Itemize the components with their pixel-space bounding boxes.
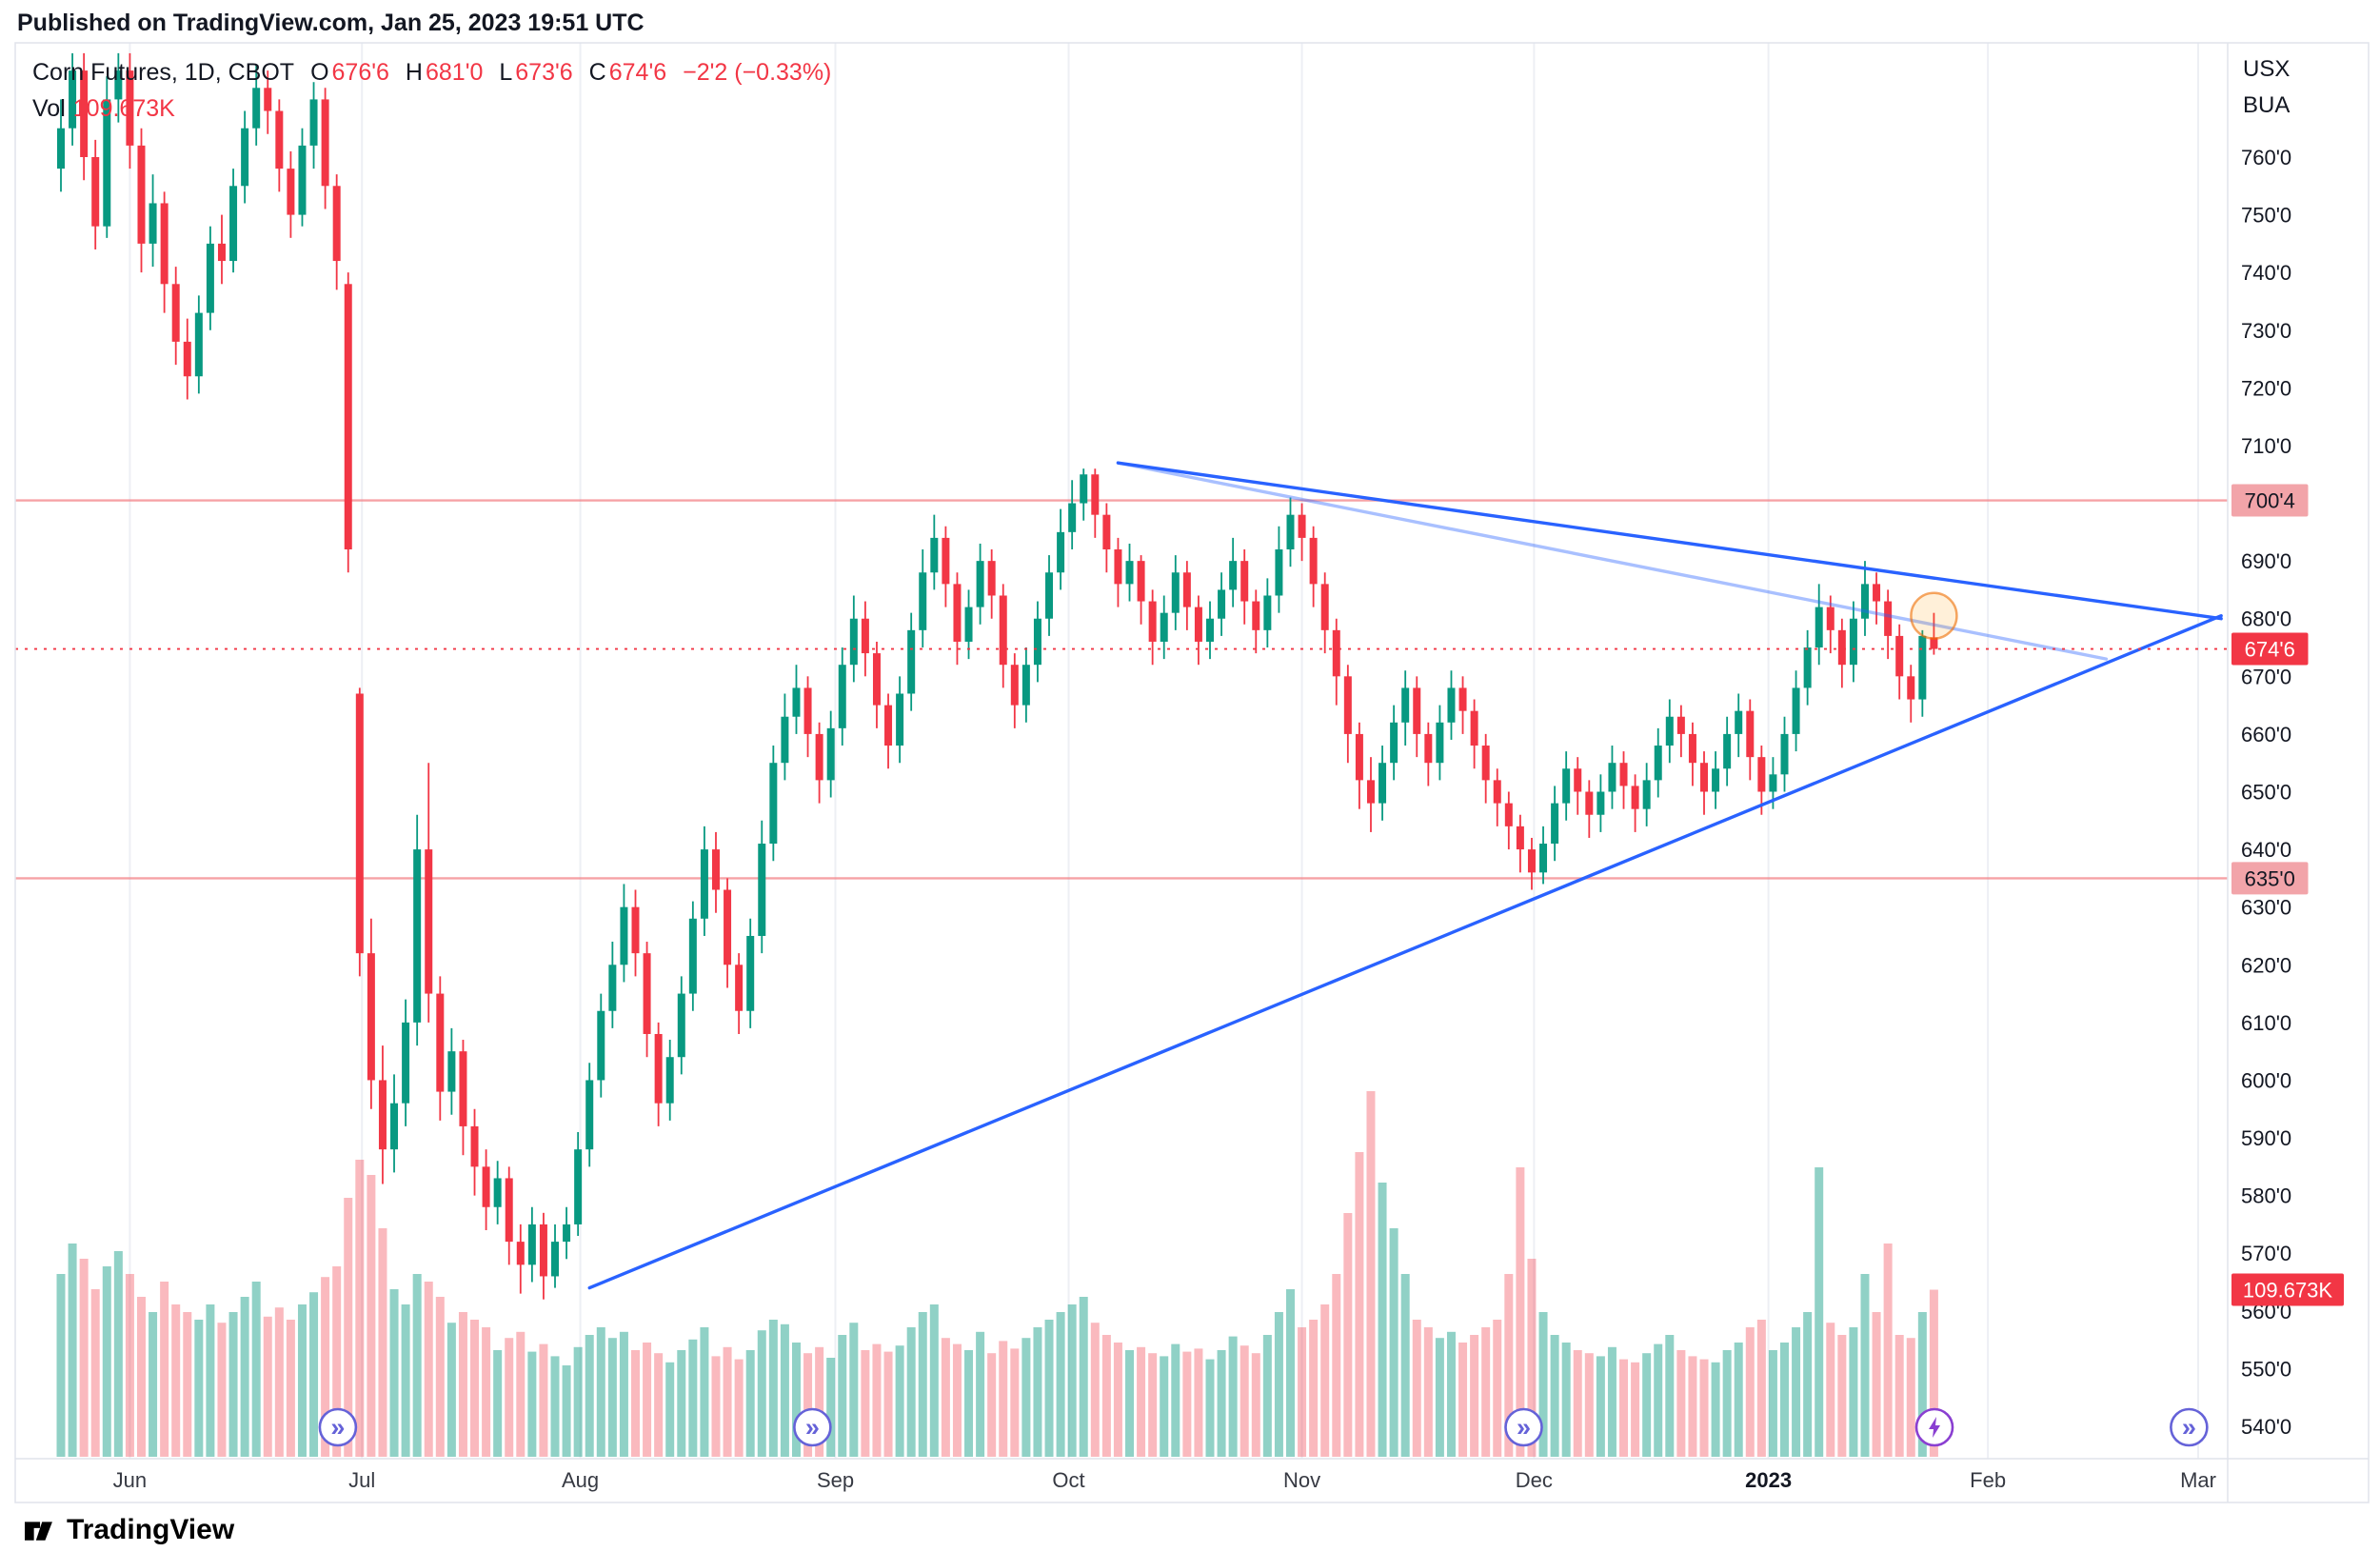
axis-unit-usx: USX (2243, 56, 2291, 82)
ohlc-close: C 674'6 (588, 59, 667, 86)
lightning-marker[interactable] (1914, 1407, 1954, 1447)
forward-marker[interactable]: » (1504, 1407, 1543, 1447)
svg-text:650'0: 650'0 (2241, 781, 2291, 805)
svg-text:590'0: 590'0 (2241, 1126, 2291, 1150)
price-level-lines[interactable] (15, 499, 2228, 880)
svg-text:740'0: 740'0 (2241, 261, 2291, 285)
svg-text:710'0: 710'0 (2241, 434, 2291, 458)
volume-legend[interactable]: Vol 109.673K (32, 95, 175, 123)
svg-text:570'0: 570'0 (2241, 1242, 2291, 1265)
vol-value: 109.673K (72, 95, 175, 122)
forward-marker[interactable]: » (793, 1407, 832, 1447)
forward-marker[interactable]: » (318, 1407, 358, 1447)
svg-text:620'0: 620'0 (2241, 953, 2291, 977)
svg-text:720'0: 720'0 (2241, 376, 2291, 400)
chart-frame (14, 42, 2370, 1503)
volume-badge: 109.673K (2231, 1273, 2344, 1306)
svg-text:Mar: Mar (2180, 1468, 2216, 1492)
time-gridlines (129, 43, 2200, 1459)
svg-text:580'0: 580'0 (2241, 1184, 2291, 1208)
svg-text:»: » (2182, 1413, 2196, 1442)
tradingview-attribution[interactable]: TradingView (23, 1514, 234, 1546)
svg-text:»: » (330, 1413, 345, 1442)
price-axis-units: USX BUA (2243, 51, 2290, 124)
svg-text:540'0: 540'0 (2241, 1415, 2291, 1439)
ohlc-high: H 681'0 (405, 59, 484, 86)
tradingview-wordmark: TradingView (67, 1514, 235, 1545)
price-level-badge: 700'4 (2231, 484, 2309, 517)
svg-text:Oct: Oct (1052, 1468, 1084, 1492)
change-value: −2'2 (−0.33%) (683, 59, 832, 86)
published-note: Published on TradingView.com, Jan 25, 20… (17, 10, 645, 36)
ohlc-low: L 673'6 (499, 59, 573, 86)
svg-text:Jul: Jul (348, 1468, 375, 1492)
svg-text:760'0: 760'0 (2241, 146, 2291, 169)
chart-legend[interactable]: Corn Futures, 1D, CBOT O 676'6 H 681'0 L 67… (32, 59, 831, 87)
svg-text:Sep: Sep (817, 1468, 854, 1492)
symbol-title[interactable]: Corn Futures, 1D, CBOT (32, 59, 295, 86)
svg-text:Feb: Feb (1970, 1468, 2006, 1492)
svg-text:680'0: 680'0 (2241, 607, 2291, 631)
candlestick-series[interactable] (57, 52, 1938, 1300)
tradingview-logo (25, 1522, 52, 1541)
svg-text:610'0: 610'0 (2241, 1011, 2291, 1035)
svg-text:674'6: 674'6 (2245, 638, 2295, 662)
price-level-badge: 635'0 (2231, 862, 2309, 895)
svg-text:»: » (1517, 1413, 1531, 1442)
svg-text:630'0: 630'0 (2241, 896, 2291, 920)
svg-text:700'4: 700'4 (2245, 489, 2295, 513)
svg-text:550'0: 550'0 (2241, 1357, 2291, 1381)
ohlc-open: O 676'6 (310, 59, 389, 86)
svg-text:600'0: 600'0 (2241, 1068, 2291, 1092)
trendlines[interactable] (587, 461, 2223, 1290)
svg-text:109.673K: 109.673K (2243, 1279, 2333, 1303)
price-axis[interactable]: 760'0750'0740'0730'0720'0710'0700'0690'0… (2241, 146, 2291, 1439)
svg-text:635'0: 635'0 (2245, 866, 2295, 890)
svg-text:750'0: 750'0 (2241, 204, 2291, 228)
forward-marker[interactable]: » (2170, 1407, 2209, 1447)
highlight-point[interactable] (1910, 591, 1958, 640)
svg-text:Dec: Dec (1516, 1468, 1553, 1492)
svg-text:»: » (805, 1413, 820, 1442)
svg-text:640'0: 640'0 (2241, 838, 2291, 862)
svg-text:Nov: Nov (1283, 1468, 1320, 1492)
svg-text:690'0: 690'0 (2241, 549, 2291, 573)
last-price-badge: 674'6 (2231, 632, 2309, 666)
time-axis[interactable]: Jun Jul Aug Sep Oct Nov Dec 2023 Feb Mar (113, 1468, 2216, 1492)
svg-text:670'0: 670'0 (2241, 665, 2291, 688)
volume-series[interactable] (56, 1091, 1938, 1457)
svg-text:2023: 2023 (1745, 1468, 1792, 1492)
svg-text:Aug: Aug (562, 1468, 599, 1492)
axis-unit-bua: BUA (2243, 92, 2291, 118)
svg-text:660'0: 660'0 (2241, 723, 2291, 746)
svg-text:Jun: Jun (113, 1468, 147, 1492)
svg-text:730'0: 730'0 (2241, 319, 2291, 343)
vol-label: Vol (32, 95, 66, 122)
